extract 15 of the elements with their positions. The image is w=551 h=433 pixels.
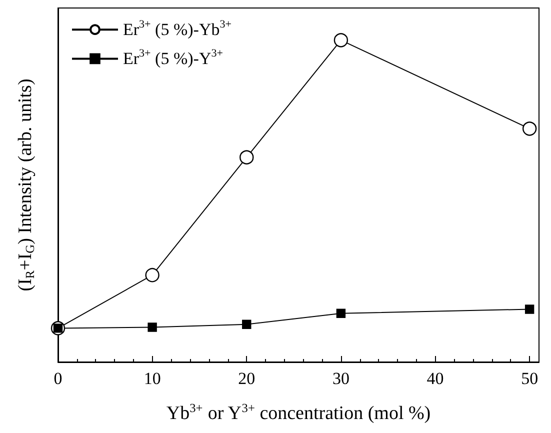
x-tick-label: 40	[426, 369, 444, 388]
x-tick-label: 30	[332, 369, 350, 388]
x-tick-label: 0	[54, 369, 62, 388]
x-tick-label: 10	[144, 369, 161, 388]
point	[145, 268, 160, 282]
y-axis-title: (IR+IG) Intensity (arb. units)	[15, 78, 37, 292]
point	[334, 33, 348, 48]
point	[148, 322, 157, 332]
x-tick-label: 20	[238, 369, 256, 388]
point	[522, 122, 537, 136]
point	[524, 304, 534, 314]
point	[240, 150, 254, 164]
point	[336, 308, 346, 318]
x-tick-label: 50	[521, 369, 538, 388]
point	[242, 320, 252, 329]
